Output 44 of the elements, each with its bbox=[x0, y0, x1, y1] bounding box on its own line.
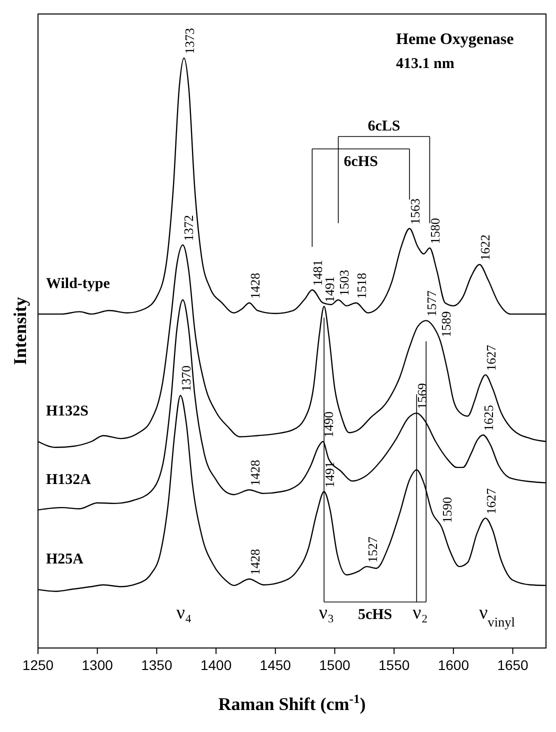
x-tick-label: 1450 bbox=[260, 657, 292, 673]
annotation: 1370 bbox=[178, 365, 194, 392]
annotation: 1428 bbox=[247, 272, 262, 299]
x-axis-title: Raman Shift (cm$^{-1}$) bbox=[218, 692, 366, 714]
x-tick-label: 1550 bbox=[378, 657, 410, 673]
annotation: 1373 bbox=[182, 28, 197, 54]
annotation: 1577 bbox=[424, 290, 440, 317]
x-tick-label: 1350 bbox=[141, 657, 172, 673]
series-label: H132A bbox=[46, 472, 92, 488]
chart-subtitle: 413.1 nm bbox=[396, 56, 455, 72]
annotation: ν₃ bbox=[318, 602, 334, 624]
annotation: 1580 bbox=[428, 218, 443, 244]
series-label: Wild-type bbox=[46, 276, 110, 292]
annotation: ν$_{vinyl}$ bbox=[479, 602, 516, 629]
x-tick-label: 1500 bbox=[319, 657, 351, 673]
annotation: 1590 bbox=[440, 497, 455, 524]
annotation: 1527 bbox=[364, 536, 380, 563]
annotation: ν₂ bbox=[412, 602, 428, 624]
annotation: 6cHS bbox=[344, 154, 378, 170]
x-tick-label: 1650 bbox=[497, 657, 529, 673]
chart-title: Heme Oxygenase bbox=[396, 31, 514, 48]
annotation: 1428 bbox=[247, 548, 262, 575]
annotation: 1428 bbox=[247, 460, 262, 486]
annotation: 1589 bbox=[438, 311, 454, 338]
series-label: H132S bbox=[46, 404, 89, 420]
annotation: 1625 bbox=[481, 405, 496, 432]
annotation: 1491 bbox=[322, 462, 338, 488]
annotation: 1627 bbox=[483, 488, 498, 514]
x-tick-label: 1300 bbox=[82, 657, 114, 673]
annotation: 1563 bbox=[408, 198, 423, 225]
y-axis-title: Intensity bbox=[10, 296, 30, 366]
annotation: ν₄ bbox=[176, 602, 192, 624]
series-label: H25A bbox=[46, 552, 84, 568]
annotation: 1518 bbox=[354, 272, 370, 299]
x-tick-label: 1600 bbox=[438, 657, 470, 673]
x-tick-label: 1400 bbox=[200, 657, 232, 673]
annotation: 1490 bbox=[320, 412, 336, 438]
annotation: 5cHS bbox=[358, 606, 392, 623]
annotation: 6cLS bbox=[368, 118, 400, 134]
annotation: 1372 bbox=[180, 215, 196, 242]
annotation: 1503 bbox=[336, 270, 352, 296]
annotation: 1622 bbox=[478, 234, 493, 260]
annotation: 1627 bbox=[483, 344, 498, 371]
x-tick-label: 1250 bbox=[22, 657, 54, 673]
